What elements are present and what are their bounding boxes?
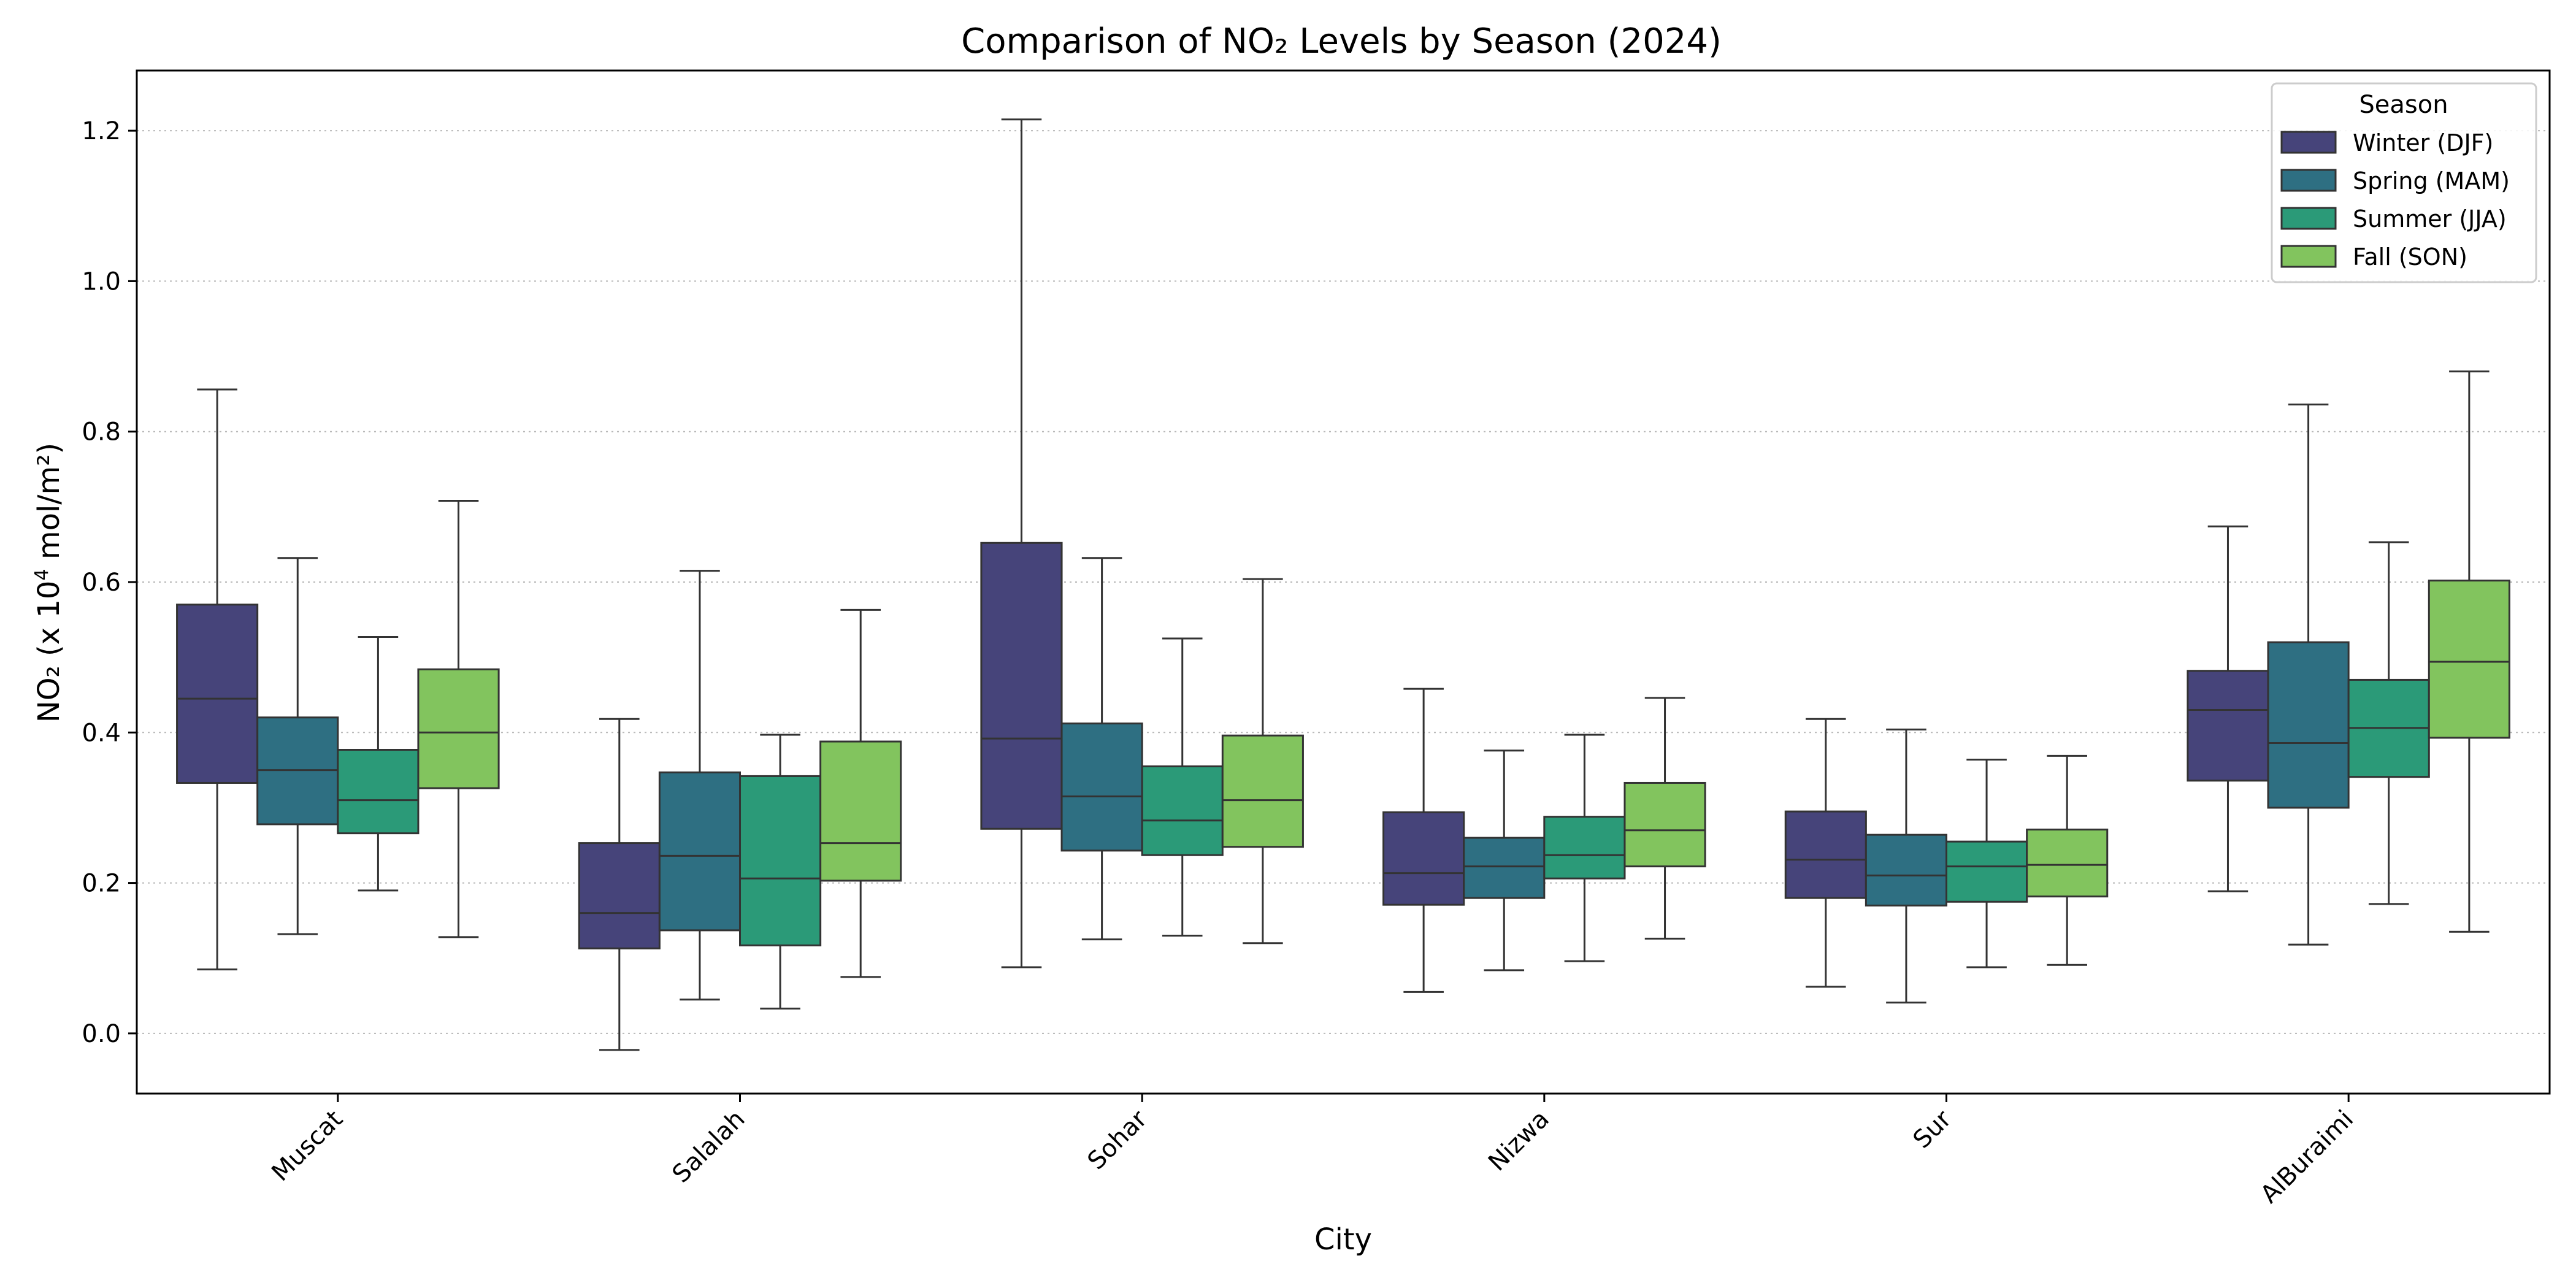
box-spring-mam-alburaimi [2267, 404, 2350, 946]
iqr-box [1060, 723, 1143, 852]
legend-item: Fall (SON) [2280, 243, 2467, 270]
iqr-box [1784, 810, 1867, 899]
box-fall-son-alburaimi [2428, 370, 2510, 933]
iqr-box [578, 842, 661, 949]
x-tick-label: Sohar [1083, 1105, 1153, 1175]
iqr-box [980, 542, 1063, 830]
iqr-box [1221, 734, 1304, 848]
box-fall-son-muscat [417, 500, 500, 938]
legend-items: Winter (DJF) Spring (MAM) Summer (JJA) Fall… [2280, 129, 2510, 270]
y-axis-ticks: 0.0 0.2 0.4 0.6 0.8 1.0 1.2 [82, 117, 137, 1048]
box-fall-son-salalah [819, 608, 902, 978]
legend-title: Season [2359, 91, 2448, 119]
box-winter-djf-nizwa [1382, 688, 1465, 993]
iqr-box [176, 604, 259, 784]
iqr-box [1543, 816, 1626, 880]
x-tick-label: Nizwa [1483, 1105, 1555, 1177]
iqr-box [739, 775, 822, 946]
y-tick-label: 1.0 [82, 267, 121, 296]
x-tick-label: Muscat [266, 1105, 348, 1187]
legend-label: Spring (MAM) [2353, 167, 2510, 194]
box-spring-mam-sur [1865, 728, 1948, 1004]
y-tick-label: 0.4 [82, 719, 121, 747]
box-spring-mam-muscat [256, 557, 339, 935]
legend: Season Winter (DJF) Spring (MAM) Summer (J… [2271, 82, 2537, 283]
iqr-box [2267, 641, 2350, 809]
legend-label: Winter (DJF) [2353, 129, 2493, 156]
legend-label: Summer (JJA) [2353, 205, 2507, 232]
iqr-box [1141, 765, 1224, 856]
box-fall-son-sur [2026, 754, 2109, 966]
y-axis-label: NO₂ (x 104 mol/m²) [31, 443, 66, 723]
legend-item: Winter (DJF) [2280, 129, 2493, 156]
box-winter-djf-sur [1784, 718, 1867, 988]
box-winter-djf-sohar [980, 118, 1063, 968]
box-summer-jja-alburaimi [2347, 541, 2430, 905]
iqr-box [337, 749, 420, 835]
iqr-box [1865, 834, 1948, 907]
gridlines [137, 130, 2550, 1034]
box-summer-jja-nizwa [1543, 734, 1626, 962]
iqr-box [819, 740, 902, 882]
box-summer-jja-salalah [739, 734, 822, 1010]
iqr-box [1463, 837, 1546, 899]
iqr-box [1382, 811, 1465, 906]
x-tick-label: Sur [1908, 1105, 1957, 1154]
iqr-box [2187, 670, 2269, 782]
iqr-box [658, 771, 742, 932]
x-tick-label: AlBuraimi [2255, 1105, 2359, 1209]
y-tick-label: 0.2 [82, 870, 121, 898]
box-winter-djf-muscat [176, 388, 259, 971]
box-summer-jja-muscat [337, 636, 420, 892]
legend-frame [2271, 82, 2537, 283]
plot-frame [136, 69, 2551, 1095]
legend-item: Summer (JJA) [2280, 205, 2507, 232]
legend-swatch [2280, 245, 2337, 268]
y-tick-label: 0.8 [82, 418, 121, 447]
legend-swatch [2280, 131, 2337, 154]
y-axis-label-prefix: NO₂ (x 10 [32, 581, 66, 723]
legend-label: Fall (SON) [2353, 243, 2467, 270]
box-summer-jja-sohar [1141, 637, 1224, 937]
y-tick-label: 0.6 [82, 569, 121, 597]
box-winter-djf-alburaimi [2187, 525, 2269, 892]
box-summer-jja-sur [1945, 758, 2028, 968]
box-spring-mam-salalah [658, 570, 742, 1001]
box-fall-son-nizwa [1623, 697, 1706, 940]
box-winter-djf-salalah [578, 718, 661, 1051]
x-axis-label: City [1314, 1222, 1372, 1257]
x-tick-label: Salalah [667, 1105, 750, 1189]
y-tick-label: 1.2 [82, 117, 121, 145]
box-fall-son-sohar [1221, 578, 1304, 945]
legend-swatch [2280, 207, 2337, 230]
legend-item: Spring (MAM) [2280, 167, 2510, 194]
box-spring-mam-nizwa [1463, 749, 1546, 972]
y-axis-label-superscript: 4 [31, 569, 53, 580]
legend-swatch [2280, 169, 2337, 192]
y-axis-label-suffix: mol/m²) [32, 443, 66, 569]
iqr-box [1945, 840, 2028, 903]
iqr-box [2026, 829, 2109, 898]
x-axis-ticks: Muscat Salalah Sohar Nizwa Sur AlBuraimi [266, 1094, 2359, 1209]
boxes [176, 118, 2510, 1051]
chart-title: Comparison of NO₂ Levels by Season (2024… [961, 21, 1722, 61]
box-spring-mam-sohar [1060, 557, 1143, 941]
iqr-box [2428, 580, 2510, 739]
y-tick-label: 0.0 [82, 1020, 121, 1048]
iqr-box [417, 668, 500, 789]
iqr-box [1623, 781, 1706, 868]
